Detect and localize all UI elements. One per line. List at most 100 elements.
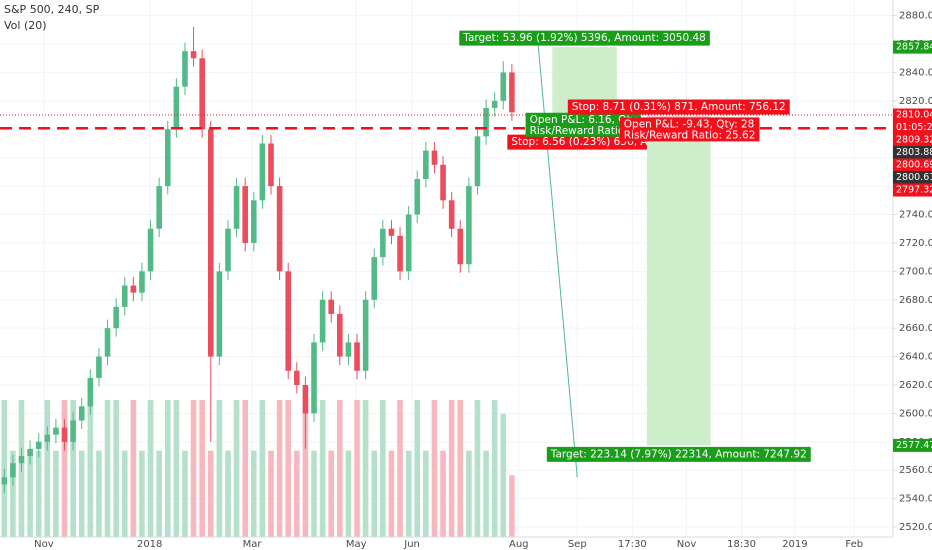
volume-bar	[380, 400, 386, 537]
volume-bar	[500, 413, 507, 537]
candle-body	[414, 179, 421, 215]
candle-body	[44, 434, 51, 442]
candle-body	[345, 342, 352, 357]
candle-body	[328, 299, 335, 314]
y-tick-label: 2720.00	[899, 238, 932, 249]
candle-body	[147, 228, 154, 272]
x-tick-label: 2019	[782, 539, 807, 550]
volume-bar	[509, 475, 515, 537]
candle-body	[276, 186, 283, 272]
candle-body	[130, 285, 137, 293]
volume-bar	[147, 400, 154, 537]
y-tick-label: 2840.00	[899, 67, 932, 78]
candle-body	[216, 271, 223, 357]
candle-body	[87, 377, 94, 407]
volume-bar	[431, 400, 438, 537]
target-zone	[646, 128, 711, 446]
x-tick-label: Nov	[677, 539, 697, 550]
rr-text: Risk/Reward Ratio: 25.62	[624, 129, 756, 141]
candle-body	[423, 150, 429, 179]
candle-body	[397, 235, 403, 272]
candle-body	[182, 51, 188, 87]
chart-subtitle: Vol (20)	[4, 19, 47, 32]
volume-pane	[1, 400, 515, 537]
volume-bar	[113, 400, 119, 537]
volume-bar	[319, 400, 326, 537]
x-tick-label: Aug	[509, 539, 529, 550]
volume-bar	[70, 400, 76, 537]
label-text: Target: 223.14 (7.97%) 22314, Amount: 72…	[550, 448, 807, 460]
volume-bar	[457, 400, 464, 537]
volume-bar	[328, 450, 335, 537]
price-label: 2810.04	[896, 110, 932, 121]
candle-body	[294, 370, 300, 385]
x-tick-label: May	[346, 539, 367, 550]
volume-bar	[199, 400, 205, 537]
candle-body	[431, 150, 438, 165]
candle-body	[500, 72, 507, 101]
volume-bar	[302, 400, 309, 537]
candle-body	[233, 186, 240, 229]
volume-bar	[354, 400, 360, 537]
candle-body	[199, 58, 205, 130]
candle-body	[207, 129, 214, 357]
x-tick-label: Sep	[568, 539, 587, 550]
y-tick-label: 2600.00	[899, 408, 932, 419]
countdown-box	[893, 121, 932, 134]
candle-body	[466, 186, 472, 265]
pnl-text: Open P&L: 6.16, Qty	[530, 114, 637, 126]
projection-line	[537, 39, 578, 478]
candle-body	[405, 214, 412, 272]
price-axis	[893, 0, 932, 550]
volume-bar	[276, 400, 283, 537]
volume-bar	[337, 400, 343, 537]
price-label: 2857.84	[896, 42, 932, 53]
candle-body	[139, 271, 145, 293]
x-tick-label: 17:30	[618, 539, 647, 550]
candle-body	[259, 143, 266, 201]
y-tick-label: 2660.00	[899, 323, 932, 334]
candle-body	[225, 228, 231, 272]
volume-bar	[44, 400, 51, 537]
candle-body	[268, 143, 274, 187]
price-pane	[1, 26, 515, 493]
y-tick-label: 2540.00	[899, 494, 932, 505]
label-box	[567, 99, 790, 115]
volume-bar	[405, 450, 412, 537]
label-box	[546, 446, 811, 462]
x-tick-label: Mar	[243, 539, 263, 550]
candle-body	[173, 86, 180, 130]
price-label: 2797.32	[896, 185, 932, 196]
candle-body	[61, 427, 68, 442]
price-label: 2803.88	[896, 147, 932, 158]
volume-bar	[268, 450, 274, 537]
volume-bar	[345, 450, 352, 537]
volume-bar	[173, 400, 180, 537]
candle-body	[27, 448, 33, 457]
candle-body	[457, 228, 464, 265]
candle-body	[190, 51, 197, 59]
volume-bar	[1, 400, 8, 537]
candle-body	[121, 285, 128, 307]
label-text: Target: 53.96 (1.92%) 5396, Amount: 3050…	[462, 32, 706, 44]
volume-bar	[10, 450, 16, 537]
price-label: 2800.61	[896, 172, 932, 183]
label-box	[459, 30, 710, 46]
price-label-box	[893, 171, 932, 185]
candle-body	[311, 342, 317, 414]
y-tick-label: 2520.00	[899, 522, 932, 533]
y-tick-label: 2620.00	[899, 380, 932, 391]
volume-bar	[87, 400, 94, 537]
y-tick-label: 2700.00	[899, 266, 932, 277]
candle-body	[18, 456, 25, 464]
candle-body	[319, 299, 326, 343]
candle-body	[448, 200, 455, 229]
volume-bar	[207, 450, 214, 537]
price-label-box	[893, 438, 932, 452]
volume-bar	[362, 400, 369, 537]
candle-body	[483, 107, 489, 137]
volume-bar	[371, 450, 378, 537]
candle-body	[250, 200, 257, 243]
price-label-box	[893, 108, 932, 122]
